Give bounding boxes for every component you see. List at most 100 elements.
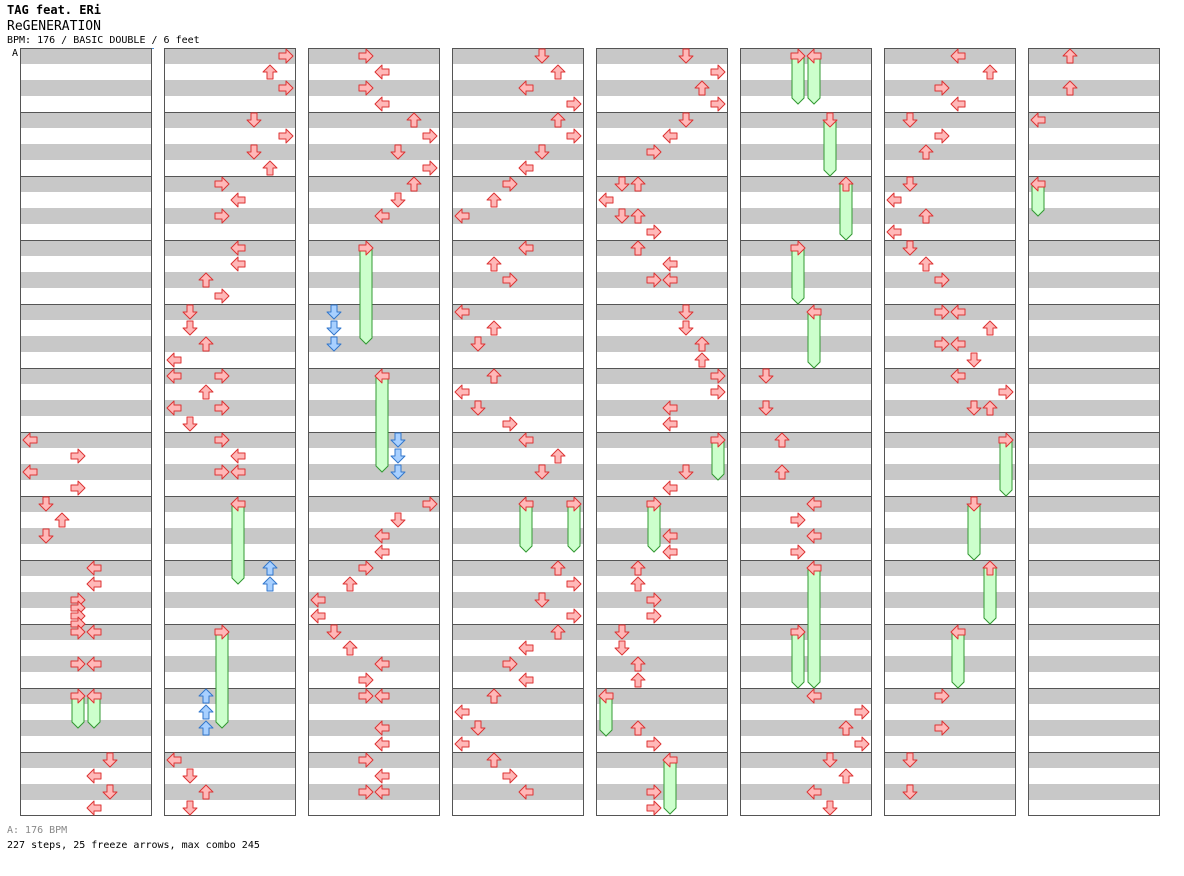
beat-stripe — [596, 560, 728, 576]
beat-stripe — [452, 496, 584, 512]
arrow-up-icon — [630, 176, 646, 192]
beat-stripe — [452, 336, 584, 352]
beat-stripe — [1028, 464, 1160, 480]
arrow-left-icon — [598, 688, 614, 704]
arrow-down-icon — [678, 320, 694, 336]
beat-stripe — [884, 48, 1016, 64]
arrow-right-icon — [422, 128, 438, 144]
arrow-right-icon — [646, 144, 662, 160]
arrow-down-icon — [902, 112, 918, 128]
beat-stripe — [596, 496, 728, 512]
arrow-left-icon — [374, 784, 390, 800]
freeze-arrow-body — [791, 631, 805, 689]
arrow-right-icon — [854, 704, 870, 720]
arrow-up-icon — [630, 672, 646, 688]
beat-stripe — [740, 144, 872, 160]
arrow-left-icon — [374, 720, 390, 736]
arrow-right-icon — [710, 368, 726, 384]
beat-stripe — [596, 144, 728, 160]
beat-stripe — [740, 656, 872, 672]
arrow-right-icon — [566, 608, 582, 624]
arrow-up-icon — [630, 656, 646, 672]
arrow-left-icon — [86, 688, 102, 704]
arrow-down-icon — [534, 592, 550, 608]
freeze-arrow-body — [663, 759, 677, 815]
arrow-up-icon — [630, 208, 646, 224]
arrow-right-icon — [358, 784, 374, 800]
arrow-up-icon — [1062, 80, 1078, 96]
arrow-left-icon — [806, 560, 822, 576]
arrow-right-icon — [214, 432, 230, 448]
arrow-left-icon — [806, 304, 822, 320]
arrow-right-icon — [646, 272, 662, 288]
arrow-left-icon — [86, 800, 102, 816]
arrow-down-icon — [678, 112, 694, 128]
beat-stripe — [20, 560, 152, 576]
arrow-right-icon — [934, 304, 950, 320]
arrow-down-icon — [470, 336, 486, 352]
beat-stripe — [164, 368, 296, 384]
arrow-right-icon — [566, 128, 582, 144]
arrow-right-icon — [934, 688, 950, 704]
arrow-down-icon — [470, 720, 486, 736]
beat-stripe — [164, 112, 296, 128]
beat-stripe — [596, 592, 728, 608]
shock-arrow-down-icon — [326, 304, 342, 320]
arrow-up-icon — [550, 112, 566, 128]
chart-column-border — [308, 48, 440, 816]
beat-stripe — [740, 784, 872, 800]
arrow-down-icon — [966, 400, 982, 416]
shock-arrow-up-icon — [198, 704, 214, 720]
beat-stripe — [164, 528, 296, 544]
beat-stripe — [308, 80, 440, 96]
arrow-right-icon — [934, 128, 950, 144]
arrow-up-icon — [198, 272, 214, 288]
arrow-left-icon — [518, 240, 534, 256]
beat-stripe — [164, 688, 296, 704]
beat-stripe — [740, 304, 872, 320]
arrow-right-icon — [70, 448, 86, 464]
beat-stripe — [164, 656, 296, 672]
arrow-right-icon — [278, 80, 294, 96]
arrow-right-icon — [70, 624, 86, 640]
arrow-down-icon — [246, 144, 262, 160]
arrow-down-icon — [614, 640, 630, 656]
beat-stripe — [164, 240, 296, 256]
arrow-left-icon — [22, 464, 38, 480]
beat-stripe — [884, 592, 1016, 608]
arrow-up-icon — [550, 560, 566, 576]
beat-stripe — [308, 400, 440, 416]
beat-stripe — [740, 48, 872, 64]
arrow-right-icon — [566, 576, 582, 592]
arrow-up-icon — [1062, 48, 1078, 64]
arrow-up-icon — [630, 560, 646, 576]
arrow-right-icon — [646, 496, 662, 512]
beat-stripe — [1028, 784, 1160, 800]
bpm-section-marker: A — [12, 48, 19, 59]
arrow-left-icon — [662, 544, 678, 560]
arrow-down-icon — [822, 112, 838, 128]
arrow-down-icon — [390, 192, 406, 208]
beat-stripe — [740, 112, 872, 128]
arrow-left-icon — [310, 608, 326, 624]
arrow-left-icon — [662, 752, 678, 768]
beat-stripe — [452, 528, 584, 544]
arrow-left-icon — [230, 240, 246, 256]
beat-stripe — [740, 688, 872, 704]
arrow-up-icon — [918, 208, 934, 224]
arrow-up-icon — [630, 720, 646, 736]
beat-stripe — [164, 80, 296, 96]
beat-stripe — [308, 688, 440, 704]
arrow-right-icon — [214, 176, 230, 192]
arrow-right-icon — [998, 384, 1014, 400]
beat-stripe — [164, 48, 296, 64]
beat-stripe — [20, 592, 152, 608]
arrow-down-icon — [470, 400, 486, 416]
arrow-left-icon — [86, 560, 102, 576]
arrow-left-icon — [518, 432, 534, 448]
beat-stripe — [596, 80, 728, 96]
arrow-left-icon — [374, 768, 390, 784]
arrow-left-icon — [454, 384, 470, 400]
beat-stripe — [596, 336, 728, 352]
beat-stripe — [308, 208, 440, 224]
